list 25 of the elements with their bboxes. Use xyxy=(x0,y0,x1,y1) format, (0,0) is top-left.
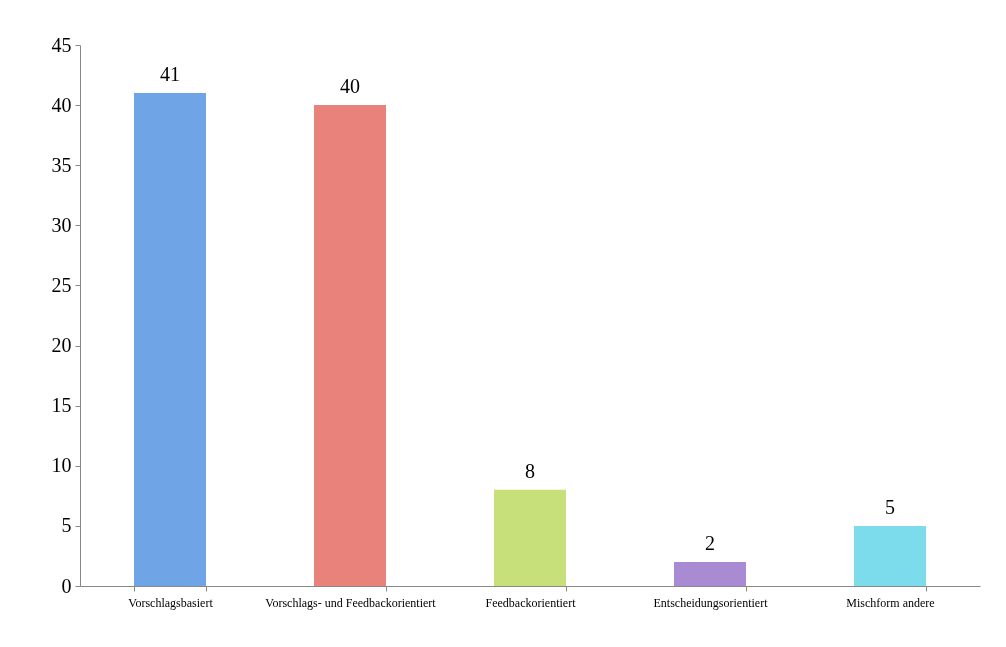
y-tick-label: 45 xyxy=(51,33,72,56)
y-tick-label: 15 xyxy=(51,394,72,417)
bar xyxy=(854,525,926,586)
y-tick-label: 35 xyxy=(51,153,72,176)
x-tick-label: Vorschlagsbasiert xyxy=(128,595,214,610)
y-tick-label: 25 xyxy=(51,273,72,296)
x-tick-label: Vorschlags- und Feedbackorientiert xyxy=(265,595,437,610)
y-tick-label: 40 xyxy=(51,93,72,116)
y-tick-label: 5 xyxy=(61,514,72,537)
bar xyxy=(674,561,746,586)
y-tick-label: 0 xyxy=(61,574,72,597)
data-label: 40 xyxy=(340,75,360,98)
y-tick-label: 10 xyxy=(51,454,72,477)
x-tick-label: Entscheidungsorientiert xyxy=(653,595,769,610)
x-tick-label: Feedbackorientiert xyxy=(485,595,577,610)
bar xyxy=(134,93,206,586)
bar xyxy=(494,489,566,586)
data-label: 41 xyxy=(160,63,180,86)
data-label: 8 xyxy=(525,459,535,482)
data-label: 5 xyxy=(885,495,895,518)
y-tick-label: 30 xyxy=(51,213,72,236)
x-tick-label: Mischform andere xyxy=(846,595,935,610)
data-label: 2 xyxy=(705,531,715,554)
y-tick-label: 20 xyxy=(51,334,72,357)
bar xyxy=(314,105,386,586)
